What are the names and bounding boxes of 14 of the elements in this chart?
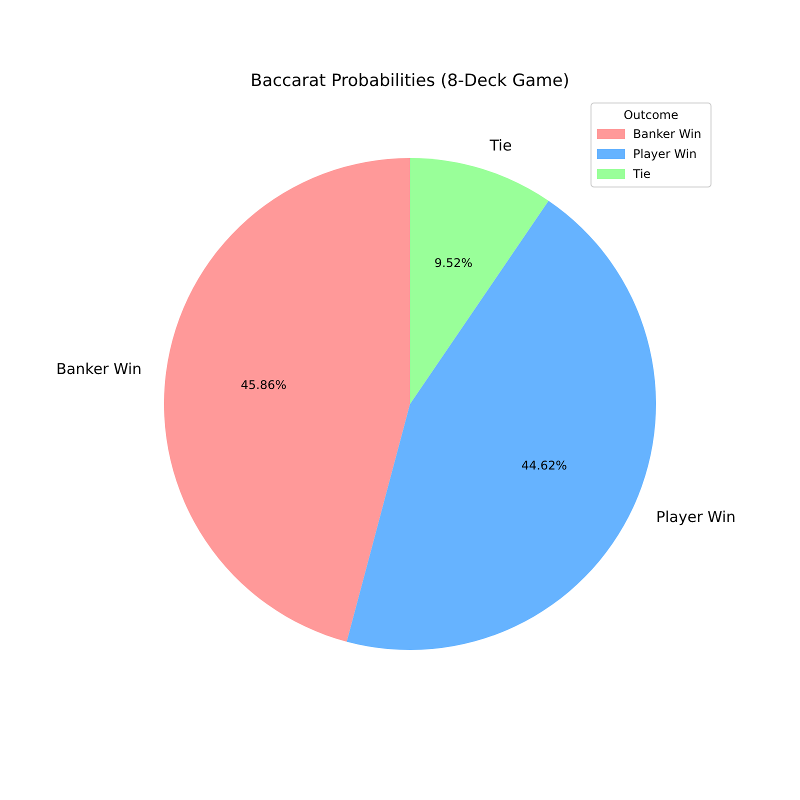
slice-label: Banker Win	[56, 360, 142, 378]
pie-slice	[410, 158, 549, 404]
legend-label: Player Win	[633, 147, 697, 161]
data-label: 44.62%	[521, 458, 568, 473]
legend-label: Tie	[632, 167, 651, 181]
data-label: 45.86%	[240, 378, 287, 392]
slice-label: Tie	[488, 136, 512, 155]
chart-title: Baccarat Probabilities (8-Deck Game)	[250, 71, 570, 91]
legend-label: Banker Win	[633, 127, 702, 141]
data-label: 9.52%	[434, 256, 473, 270]
slice-label: Player Win	[656, 508, 736, 526]
pie-slice	[164, 158, 410, 642]
legend-title: Outcome	[624, 108, 678, 122]
pie-slice	[346, 200, 656, 650]
